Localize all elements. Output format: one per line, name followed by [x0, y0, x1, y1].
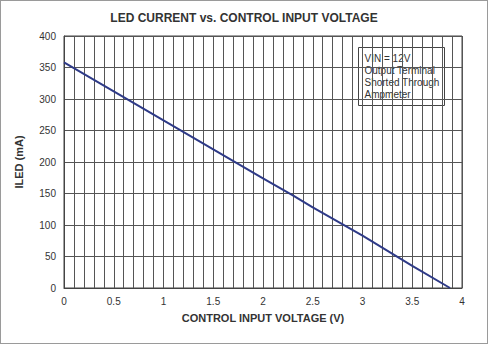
svg-text:3.5: 3.5: [405, 296, 419, 307]
svg-text:400: 400: [39, 31, 56, 42]
svg-text:2.5: 2.5: [306, 296, 320, 307]
svg-text:1.5: 1.5: [206, 296, 220, 307]
svg-text:100: 100: [39, 220, 56, 231]
svg-text:Ampmeter: Ampmeter: [365, 89, 412, 100]
svg-text:3: 3: [360, 296, 366, 307]
svg-text:0: 0: [61, 296, 67, 307]
svg-text:0.5: 0.5: [107, 296, 121, 307]
svg-text:0: 0: [50, 283, 56, 294]
svg-text:CONTROL INPUT VOLTAGE (V): CONTROL INPUT VOLTAGE (V): [182, 312, 345, 324]
svg-text:4: 4: [459, 296, 465, 307]
svg-text:Output Terminal: Output Terminal: [365, 65, 435, 76]
svg-text:ILED (mA): ILED (mA): [13, 135, 25, 189]
svg-text:350: 350: [39, 62, 56, 73]
svg-text:Shorted Through: Shorted Through: [365, 77, 440, 88]
svg-text:1: 1: [161, 296, 167, 307]
svg-text:50: 50: [45, 251, 57, 262]
svg-text:2: 2: [260, 296, 266, 307]
svg-text:LED CURRENT vs. CONTROL INPUT: LED CURRENT vs. CONTROL INPUT VOLTAGE: [110, 11, 377, 25]
svg-text:200: 200: [39, 157, 56, 168]
svg-text:150: 150: [39, 188, 56, 199]
svg-text:300: 300: [39, 94, 56, 105]
svg-text:VIN = 12V: VIN = 12V: [365, 53, 411, 64]
svg-text:250: 250: [39, 125, 56, 136]
